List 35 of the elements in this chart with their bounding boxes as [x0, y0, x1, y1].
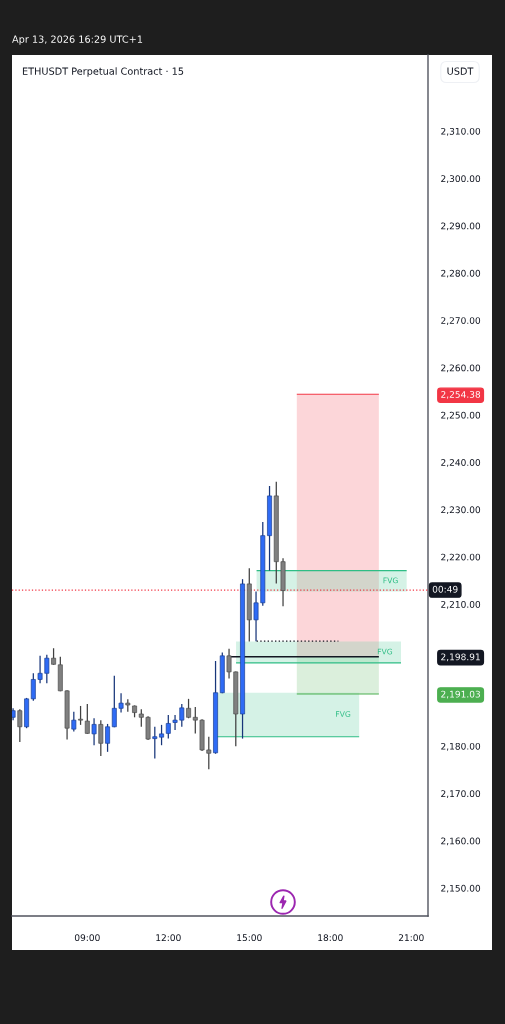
y-tick-label: 2,198.91 [441, 653, 480, 662]
candlestick [71, 711, 77, 733]
y-tick-label: 2,240.00 [441, 459, 481, 467]
candlestick [98, 719, 104, 757]
y-tick-label: 2,150.00 [441, 884, 481, 893]
y-axis-title: USDT [447, 67, 474, 75]
x-tick-label: 12:00 [156, 934, 181, 942]
x-tick-label: 15:00 [237, 934, 262, 942]
candlestick [17, 708, 23, 743]
y-tick-label: 2,160.00 [441, 837, 481, 846]
x-tick-label: 09:00 [74, 934, 100, 942]
candlestick [105, 723, 111, 753]
y-tick-label: 2,191.03 [441, 690, 480, 699]
y-tick-label: 2,290.00 [441, 222, 481, 231]
x-tick-label: 18:00 [318, 934, 343, 942]
y-tick-label: 2,310.00 [441, 127, 481, 136]
candlestick [91, 717, 97, 746]
y-tick-label: 2,270.00 [441, 317, 481, 325]
y-tick-label: 2,254.38 [441, 391, 481, 399]
y-tick-label: 2,210.00 [441, 600, 481, 609]
y-tick-label: 2,180.00 [441, 742, 481, 751]
x-tick-label: 21:00 [398, 934, 424, 942]
y-tick-label: 2,220.00 [441, 553, 481, 562]
text: ETHUSDT Perpetual Contract · 15 [22, 67, 184, 77]
y-tick-label: 2,250.00 [441, 411, 481, 420]
y-tick-label: 2,260.00 [441, 364, 481, 373]
candlestick [165, 714, 171, 740]
y-tick-label: 2,300.00 [441, 175, 481, 183]
candlestick [84, 703, 90, 735]
annotation: 00:49 [432, 585, 458, 593]
y-tick-label: 2,280.00 [441, 269, 481, 278]
y-tick-label: 2,170.00 [441, 790, 481, 798]
candlestick [78, 705, 84, 726]
y-tick-label: 2,230.00 [441, 506, 481, 515]
text: Apr 13, 2026 16:29 UTC+1 [12, 35, 143, 45]
